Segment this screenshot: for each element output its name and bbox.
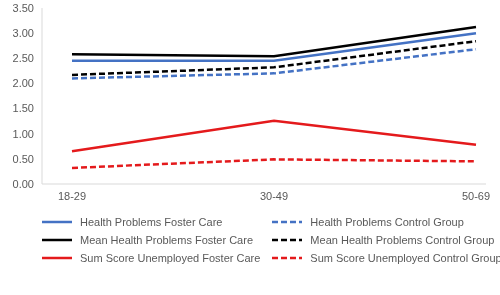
svg-text:30-49: 30-49 <box>260 190 288 202</box>
svg-text:0.00: 0.00 <box>13 178 34 190</box>
svg-text:1.00: 1.00 <box>13 128 34 140</box>
html-text:Sum Score Unemployed Foster Ca: Sum Score Unemployed Foster Care <box>80 252 261 264</box>
svg-text:50-69: 50-69 <box>462 190 490 202</box>
html-text:Health Problems Control Group: Health Problems Control Group <box>310 216 464 228</box>
html-text:Mean Health Problems Foster Ca: Mean Health Problems Foster Care <box>80 234 253 246</box>
svg-text:3.00: 3.00 <box>13 27 34 39</box>
html-text:Health Problems Foster Care: Health Problems Foster Care <box>80 216 223 228</box>
svg-text:3.50: 3.50 <box>13 2 34 14</box>
svg-text:18-29: 18-29 <box>58 190 86 202</box>
svg-text:2.00: 2.00 <box>13 77 34 89</box>
svg-text:2.50: 2.50 <box>13 52 34 64</box>
svg-text:0.50: 0.50 <box>13 153 34 165</box>
html-text:Mean Health Problems Control G: Mean Health Problems Control Group <box>310 234 495 246</box>
svg-text:1.50: 1.50 <box>13 102 34 114</box>
